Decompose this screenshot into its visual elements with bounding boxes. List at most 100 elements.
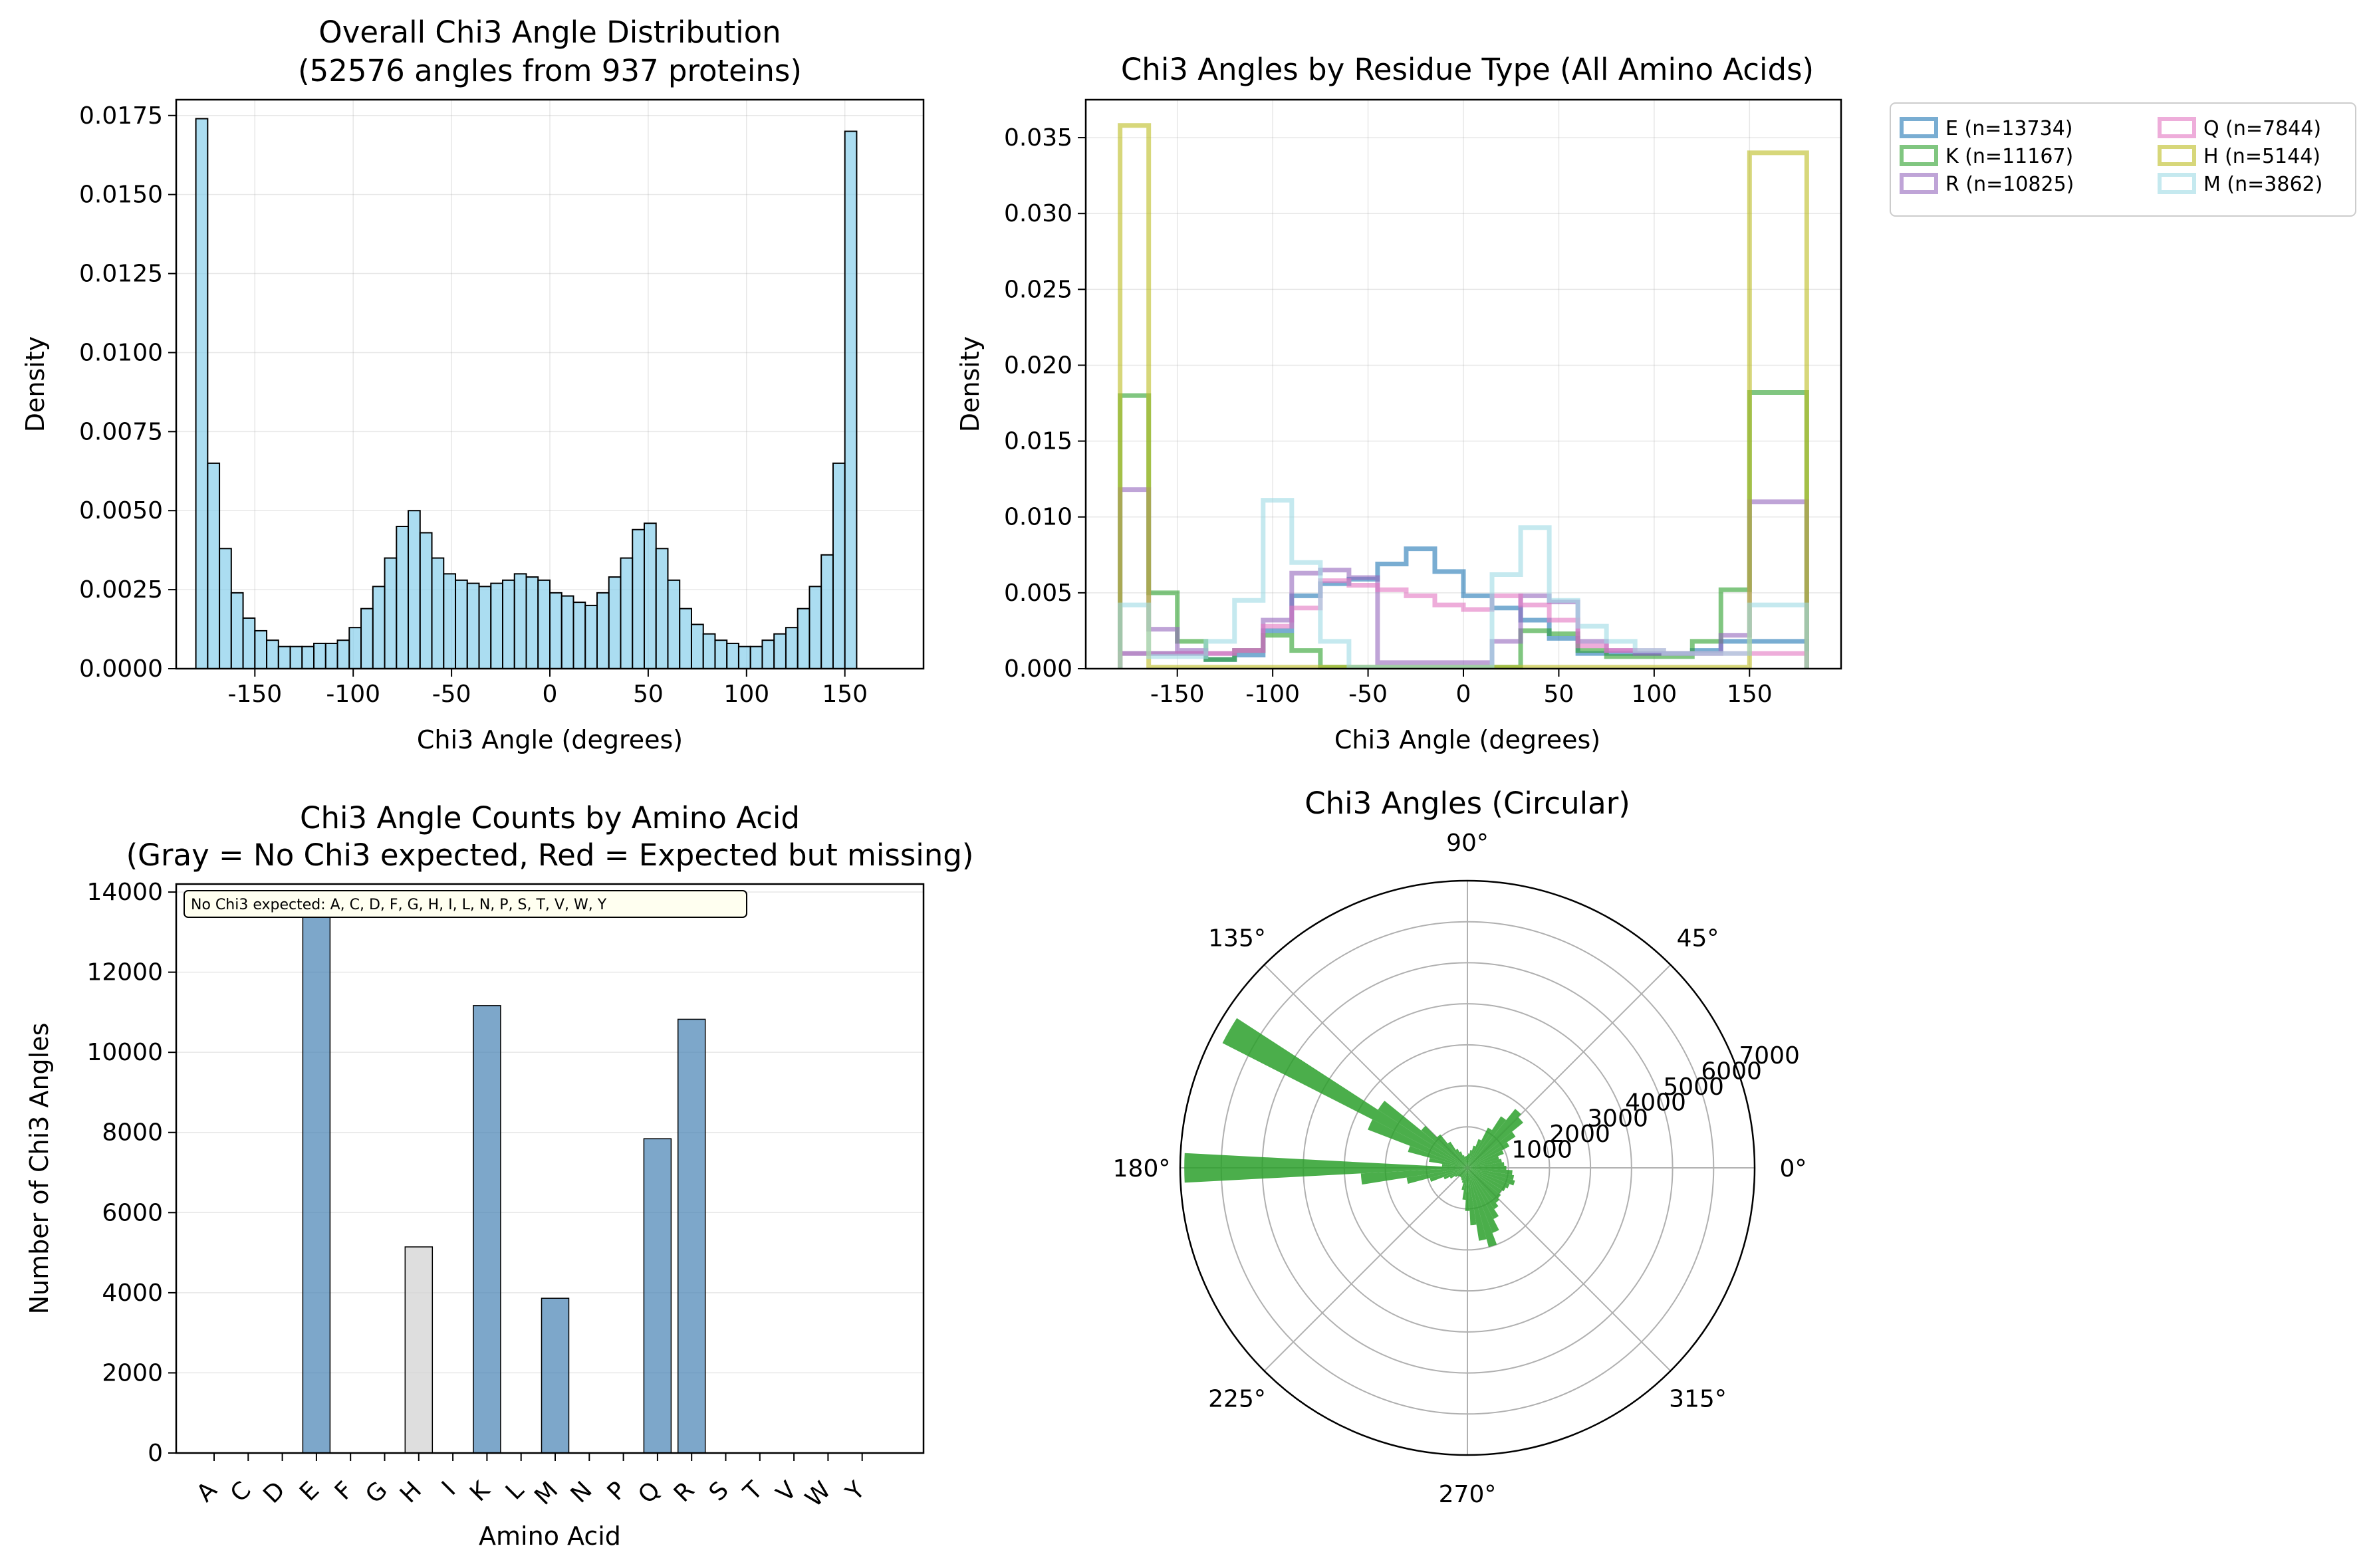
overall-histogram-ticks: -150 -100 -50 0 50 100 150 0.0000 0.0025 0.0050 0.…	[79, 102, 868, 708]
radial-tick-label: 7000	[1739, 1042, 1800, 1069]
angle-bin-wedge	[1466, 1155, 1469, 1168]
theta-label: 180°	[1113, 1155, 1171, 1182]
angle-bin-wedge	[1467, 1168, 1499, 1210]
angle-bin-wedge	[1459, 1168, 1467, 1177]
angle-bin-wedge	[1222, 1018, 1467, 1168]
residue-type-histogram-ticks: -150 -100 -50 0 50 100 150 0.000 0.005 0.010 0.015…	[1004, 124, 1773, 708]
angle-bin-wedge	[1467, 1168, 1501, 1198]
density-bar	[679, 608, 692, 670]
density-bar	[549, 592, 562, 669]
angle-bin-wedge	[1467, 1168, 1499, 1219]
y-tick-label: 0.0150	[79, 181, 163, 209]
count-bar	[473, 1005, 501, 1454]
overall-histogram-xlabel: Chi3 Angle (degrees)	[417, 725, 683, 754]
angle-bin-wedge	[1467, 1168, 1499, 1233]
angle-bin-wedge	[1447, 1141, 1467, 1168]
theta-label: 45°	[1677, 925, 1719, 952]
x-tick-label: -100	[326, 681, 380, 708]
y-tick-label: 0.0000	[79, 655, 163, 683]
x-tick-label: -50	[1348, 681, 1388, 708]
angle-bin-wedge	[1368, 1119, 1467, 1168]
density-bar	[737, 645, 751, 670]
angular-gridline	[1467, 1167, 1672, 1372]
legend-swatch	[2158, 145, 2196, 166]
density-bar	[714, 639, 728, 670]
legend-label: R (n=10825)	[1945, 173, 2074, 196]
y-tick-label: 12000	[86, 959, 163, 986]
angle-bin-wedge	[1467, 1168, 1506, 1192]
y-tick-label: 0.005	[1004, 580, 1072, 607]
angle-bin-wedge	[1464, 1156, 1467, 1168]
angle-bin-wedge	[1430, 1168, 1467, 1182]
circular-chart-frame	[1179, 879, 1756, 1456]
y-tick-label: 0.0125	[79, 261, 163, 288]
x-tick-label: -150	[227, 681, 282, 708]
legend-label: Q (n=7844)	[2203, 117, 2321, 140]
no-chi3-note: No Chi3 expected: A, C, D, F, G, H, I, L…	[184, 890, 747, 918]
density-bar	[643, 522, 657, 669]
angle-bin-wedge	[1467, 1168, 1513, 1175]
x-tick-label: -50	[432, 681, 471, 708]
legend-label: E (n=13734)	[1945, 117, 2072, 140]
density-bar	[761, 639, 775, 670]
density-bar	[490, 582, 504, 669]
density-bar	[773, 633, 787, 670]
radial-tick-label: 1000	[1511, 1137, 1572, 1164]
theta-label: 0°	[1780, 1155, 1807, 1182]
density-bar	[797, 608, 810, 670]
angle-bin-wedge	[1467, 1168, 1510, 1188]
x-tick-label: 50	[633, 681, 664, 708]
radial-tick-label: 2000	[1549, 1121, 1610, 1148]
density-bar	[513, 573, 527, 669]
residue-type-histogram-ylabel: Density	[955, 336, 985, 432]
density-bar	[242, 617, 256, 670]
density-bar	[584, 604, 598, 670]
density-bar	[408, 510, 421, 669]
density-bar	[455, 579, 468, 669]
y-tick-label: 8000	[102, 1119, 163, 1147]
density-bar	[525, 576, 539, 669]
circular-chart-panel: Chi3 Angles (Circular) 0° 45° 90° 135° 180° 2…	[1113, 786, 1807, 1508]
density-bar	[832, 462, 846, 670]
density-bar	[620, 557, 634, 669]
angle-bin-wedge	[1467, 1139, 1482, 1168]
density-bar	[749, 645, 763, 670]
angle-bin-wedge	[1467, 1168, 1477, 1226]
y-tick-label: 0.030	[1004, 200, 1072, 227]
amino-acid-counts-frame	[175, 883, 925, 1454]
x-tick-label: 0	[543, 681, 558, 708]
density-bar	[301, 645, 315, 670]
count-bar	[541, 1297, 570, 1454]
angle-bin-wedge	[1467, 1168, 1497, 1248]
angle-bin-wedge	[1467, 1109, 1521, 1168]
x-tick-label: 0	[1456, 681, 1471, 708]
density-bar	[372, 586, 386, 669]
residue-type-legend: E (n=13734) K (n=11167) R (n=10825) Q (n=78…	[1890, 102, 2356, 217]
overall-histogram-ylabel: Density	[21, 336, 50, 432]
angular-gridline	[1263, 1167, 1468, 1372]
x-tick-label: 150	[1727, 681, 1773, 708]
density-bar	[608, 576, 622, 669]
theta-label: 135°	[1208, 925, 1266, 952]
no-chi3-note-text: No Chi3 expected: A, C, D, F, G, H, I, L…	[191, 897, 607, 913]
density-bar	[360, 608, 374, 670]
angle-bin-wedge	[1459, 1151, 1467, 1168]
amino-acid-counts-ylabel: Number of Chi3 Angles	[25, 1023, 54, 1315]
angle-bin-wedge	[1461, 1168, 1467, 1181]
theta-label: 225°	[1208, 1385, 1266, 1412]
angle-bin-wedge	[1437, 1134, 1467, 1168]
count-bar	[404, 1246, 434, 1454]
overall-histogram-title: Overall Chi3 Angle Distribution	[318, 15, 781, 50]
y-tick-label: 0	[148, 1440, 163, 1467]
y-tick-label: 0.035	[1004, 124, 1072, 152]
y-tick-label: 0.0100	[79, 339, 163, 366]
angle-bin-wedge	[1467, 1127, 1492, 1168]
y-tick-label: 10000	[86, 1039, 163, 1066]
density-bar	[726, 642, 739, 670]
angle-bin-wedge	[1467, 1116, 1507, 1168]
x-tick-label: -150	[1150, 681, 1205, 708]
y-tick-label: 0.0025	[79, 576, 163, 604]
y-tick-label: 0.0050	[79, 497, 163, 524]
series-step-line	[1118, 498, 1809, 670]
density-bar	[502, 579, 515, 669]
